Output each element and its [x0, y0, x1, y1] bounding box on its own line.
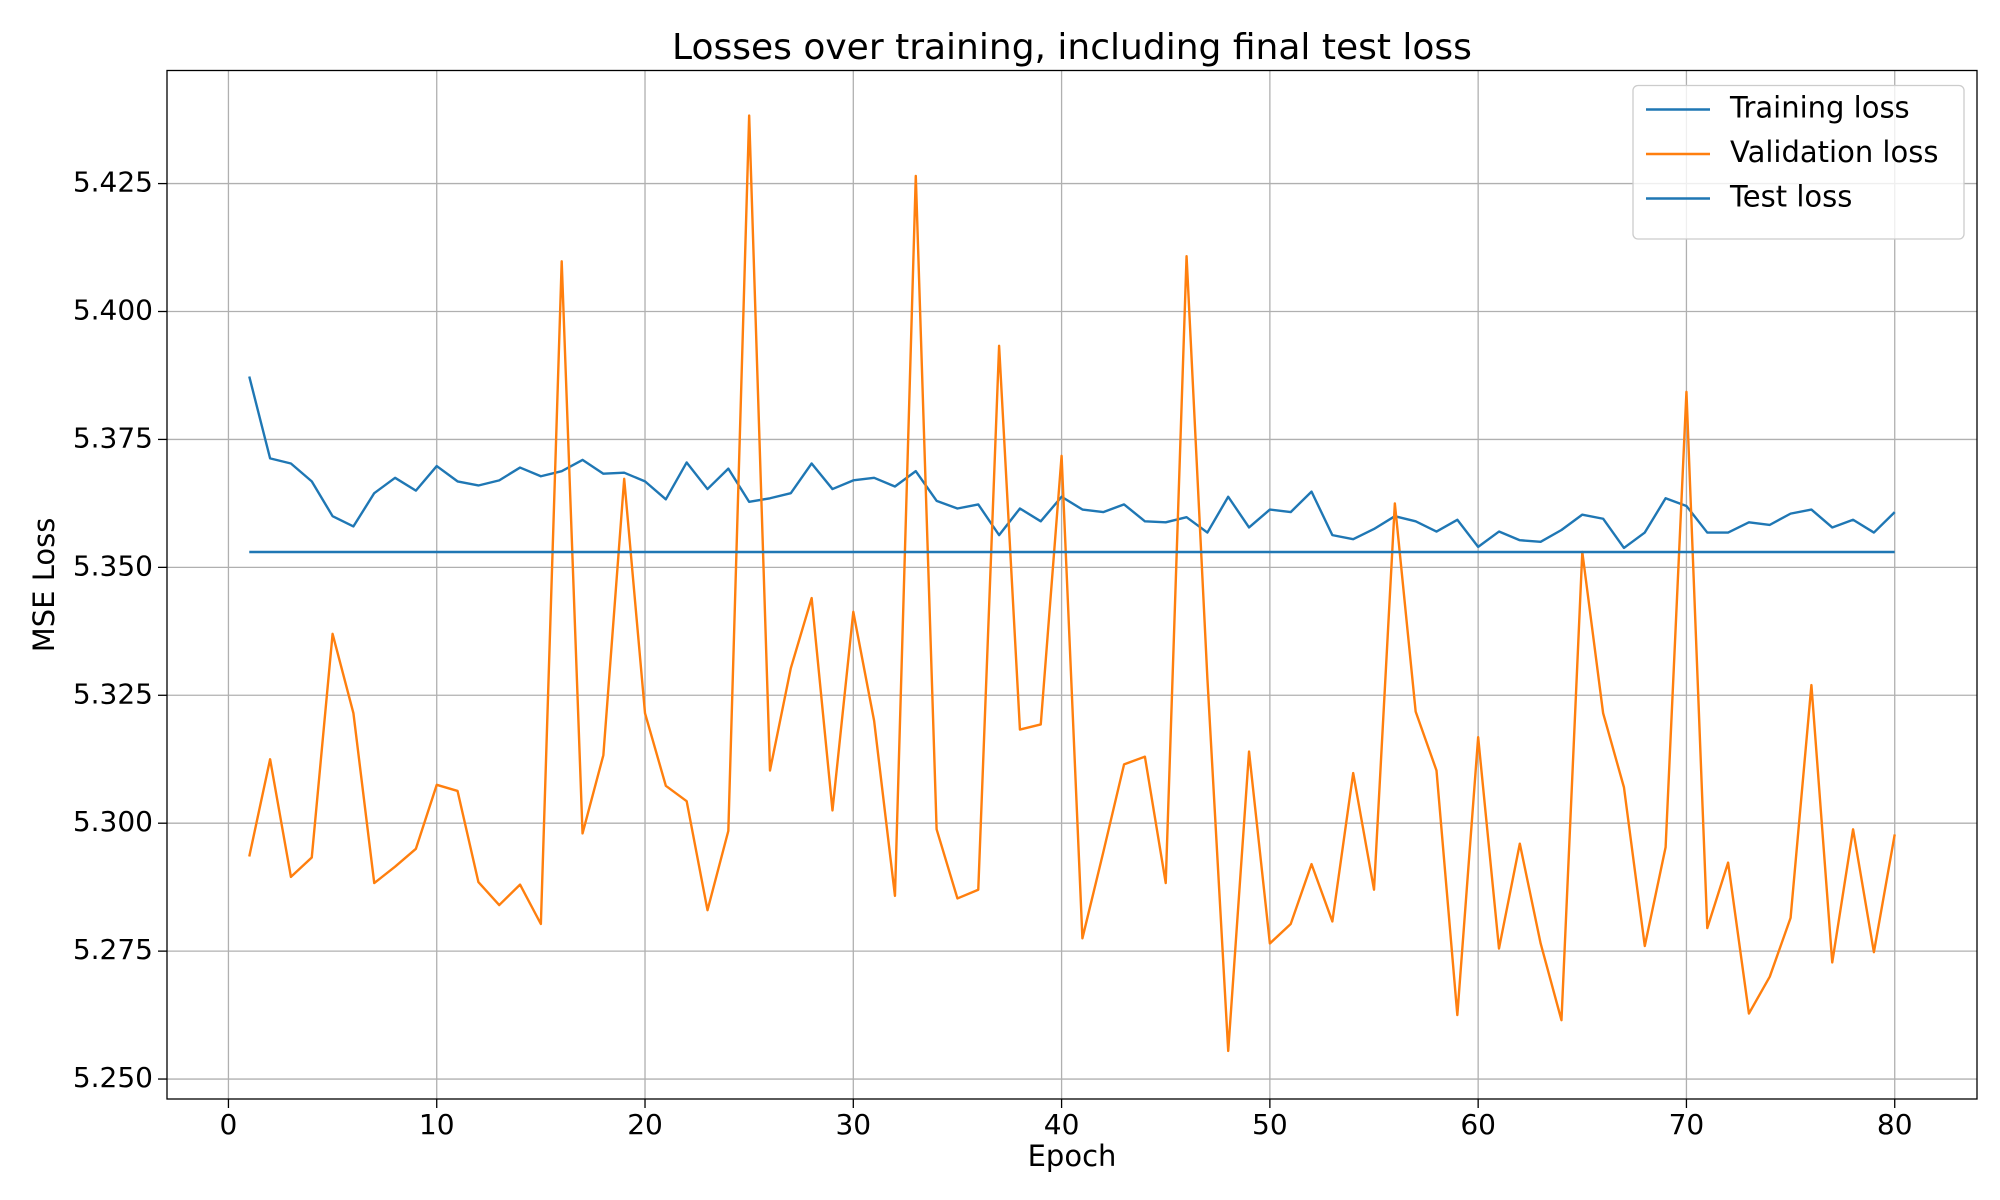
y-tick-label: 5.375	[73, 421, 153, 454]
grid	[167, 70, 1977, 1099]
series-line	[248, 376, 1896, 550]
x-tick-label: 30	[835, 1108, 871, 1141]
plot-area	[248, 114, 1896, 1053]
x-tick-label: 60	[1460, 1108, 1496, 1141]
legend: Training loss Validation loss Test loss	[1632, 84, 1965, 240]
y-tick-label: 5.400	[73, 294, 153, 327]
y-tick-label: 5.425	[73, 166, 153, 199]
y-tick-label: 5.300	[73, 805, 153, 838]
legend-label: Test loss	[1729, 180, 1852, 214]
chart-title: Losses over training, including final te…	[672, 27, 1472, 68]
x-tick-label: 70	[1669, 1108, 1705, 1141]
axes-frame	[166, 69, 1978, 1100]
ticks: 0 10 20 30 40 50 60 70 80 5.250 5.275 5.300 5.325 5.3…	[73, 166, 1913, 1141]
x-axis-label: Epoch	[1028, 1139, 1117, 1173]
x-tick-label: 20	[627, 1108, 663, 1141]
y-tick-label: 5.350	[73, 549, 153, 582]
x-tick-label: 80	[1877, 1108, 1913, 1141]
y-tick-label: 5.275	[73, 933, 153, 966]
legend-label: Validation loss	[1730, 135, 1938, 169]
y-axis-label: MSE Loss	[27, 518, 61, 653]
y-tick-label: 5.325	[73, 677, 153, 710]
x-tick-label: 0	[220, 1108, 238, 1141]
legend-box	[1632, 84, 1965, 240]
x-tick-label: 10	[419, 1108, 455, 1141]
series-line	[248, 114, 1896, 1053]
x-tick-label: 50	[1252, 1108, 1288, 1141]
x-tick-label: 40	[1044, 1108, 1080, 1141]
legend-label: Training loss	[1729, 91, 1910, 125]
y-tick-label: 5.250	[73, 1061, 153, 1094]
